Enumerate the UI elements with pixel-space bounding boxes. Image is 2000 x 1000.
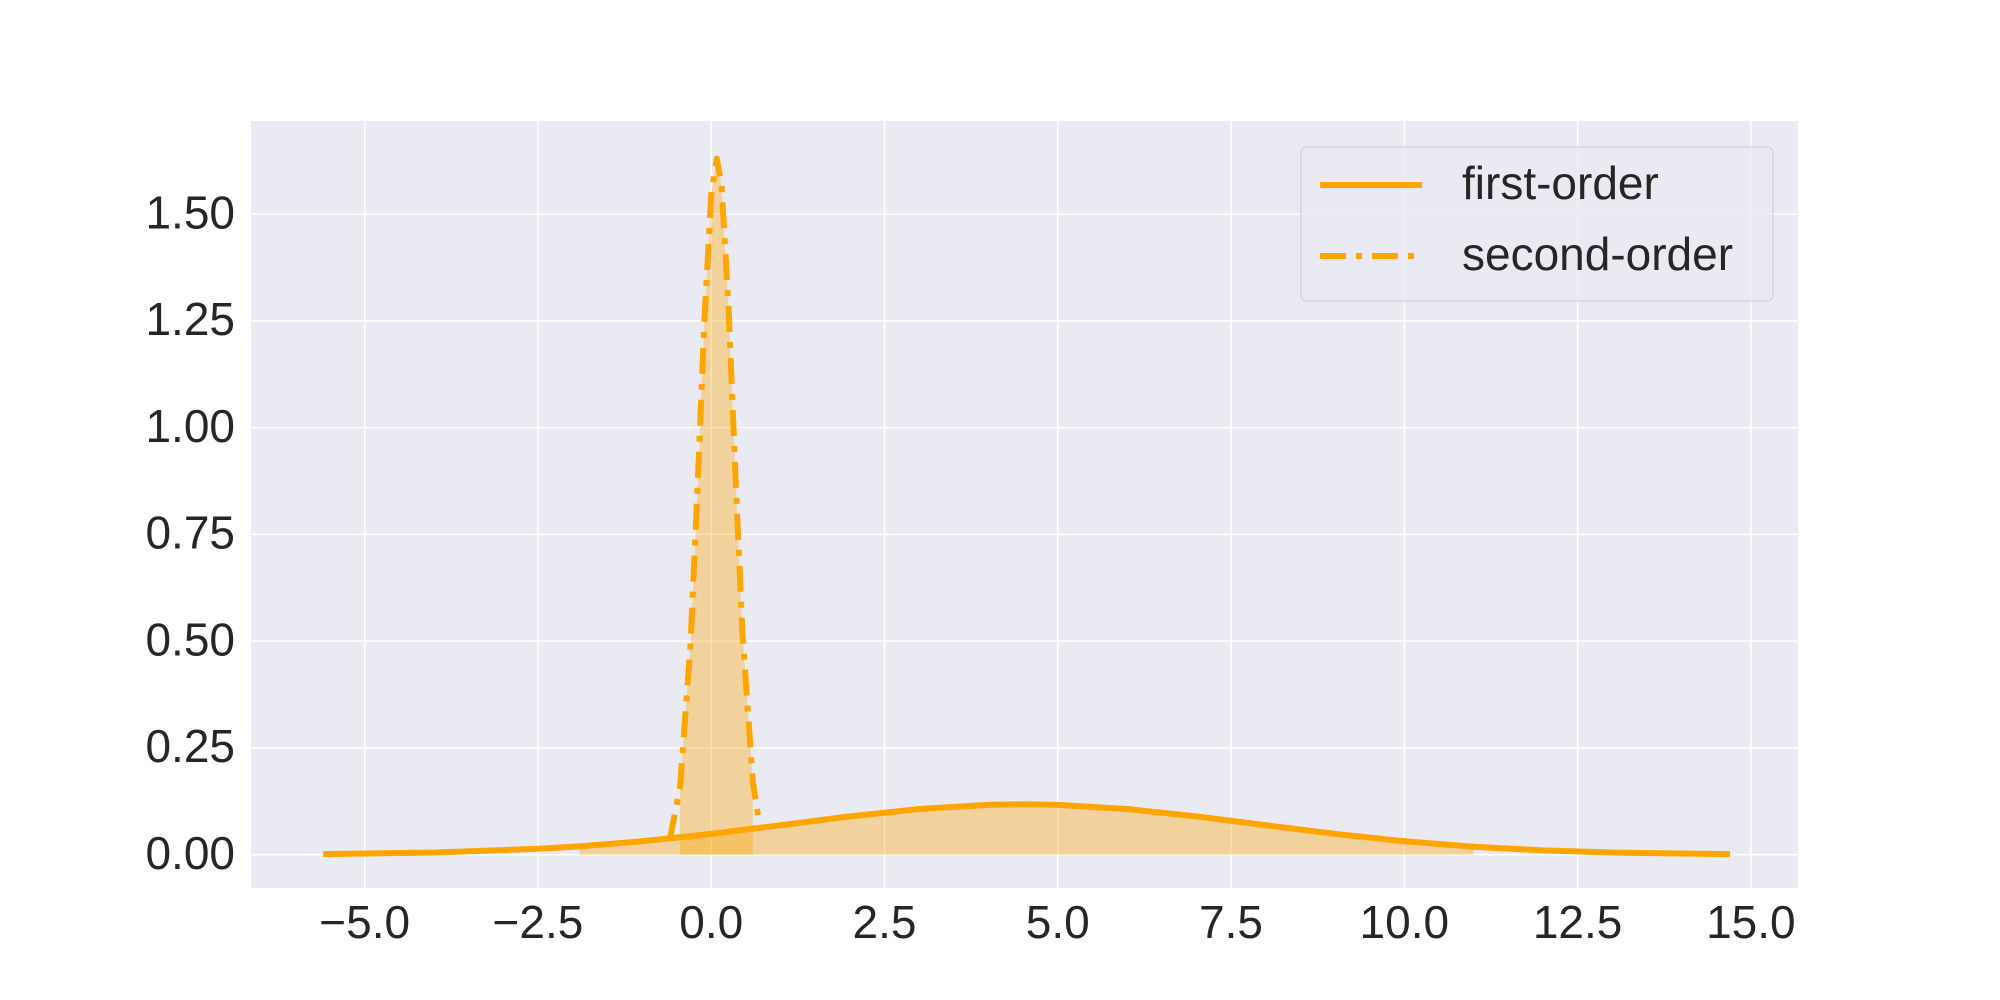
x-tick-label: −2.5 (493, 896, 584, 948)
x-tick-label: 7.5 (1199, 896, 1263, 948)
y-tick-label: 0.50 (145, 613, 235, 665)
legend-label: first-order (1462, 157, 1659, 209)
x-tick-label: 12.5 (1533, 896, 1623, 948)
y-tick-label: 0.25 (145, 720, 235, 772)
y-tick-label: 1.25 (145, 293, 235, 345)
area-fill (680, 158, 753, 855)
x-tick-label: 15.0 (1706, 896, 1796, 948)
legend-label: second-order (1462, 228, 1733, 280)
area-fill (579, 804, 1474, 855)
x-tick-label: 10.0 (1360, 896, 1450, 948)
y-tick-label: 1.50 (145, 186, 235, 238)
y-tick-label: 0.75 (145, 507, 235, 559)
x-tick-label: 5.0 (1026, 896, 1090, 948)
x-tick-label: 0.0 (679, 896, 743, 948)
x-tick-label: 2.5 (853, 896, 917, 948)
y-tick-label: 1.00 (145, 400, 235, 452)
line (323, 801, 1731, 858)
y-tick-label: 0.00 (145, 827, 235, 879)
x-tick-label: −5.0 (319, 896, 410, 948)
line (666, 155, 763, 841)
